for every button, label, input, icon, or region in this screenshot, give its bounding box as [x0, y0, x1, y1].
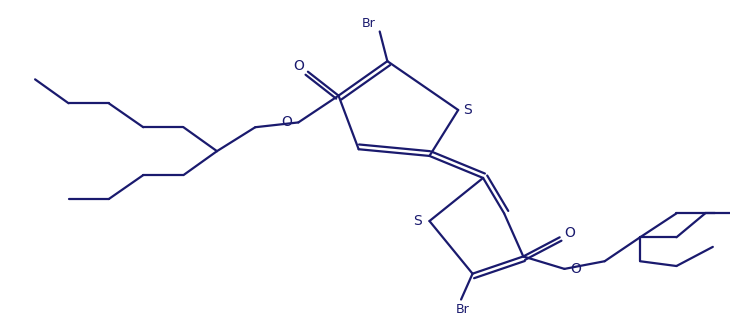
- Text: Br: Br: [361, 17, 375, 30]
- Text: O: O: [564, 225, 574, 239]
- Text: O: O: [293, 59, 304, 73]
- Text: O: O: [571, 262, 581, 276]
- Text: O: O: [281, 115, 292, 129]
- Text: S: S: [463, 103, 472, 117]
- Text: S: S: [413, 214, 422, 228]
- Text: Br: Br: [456, 303, 470, 315]
